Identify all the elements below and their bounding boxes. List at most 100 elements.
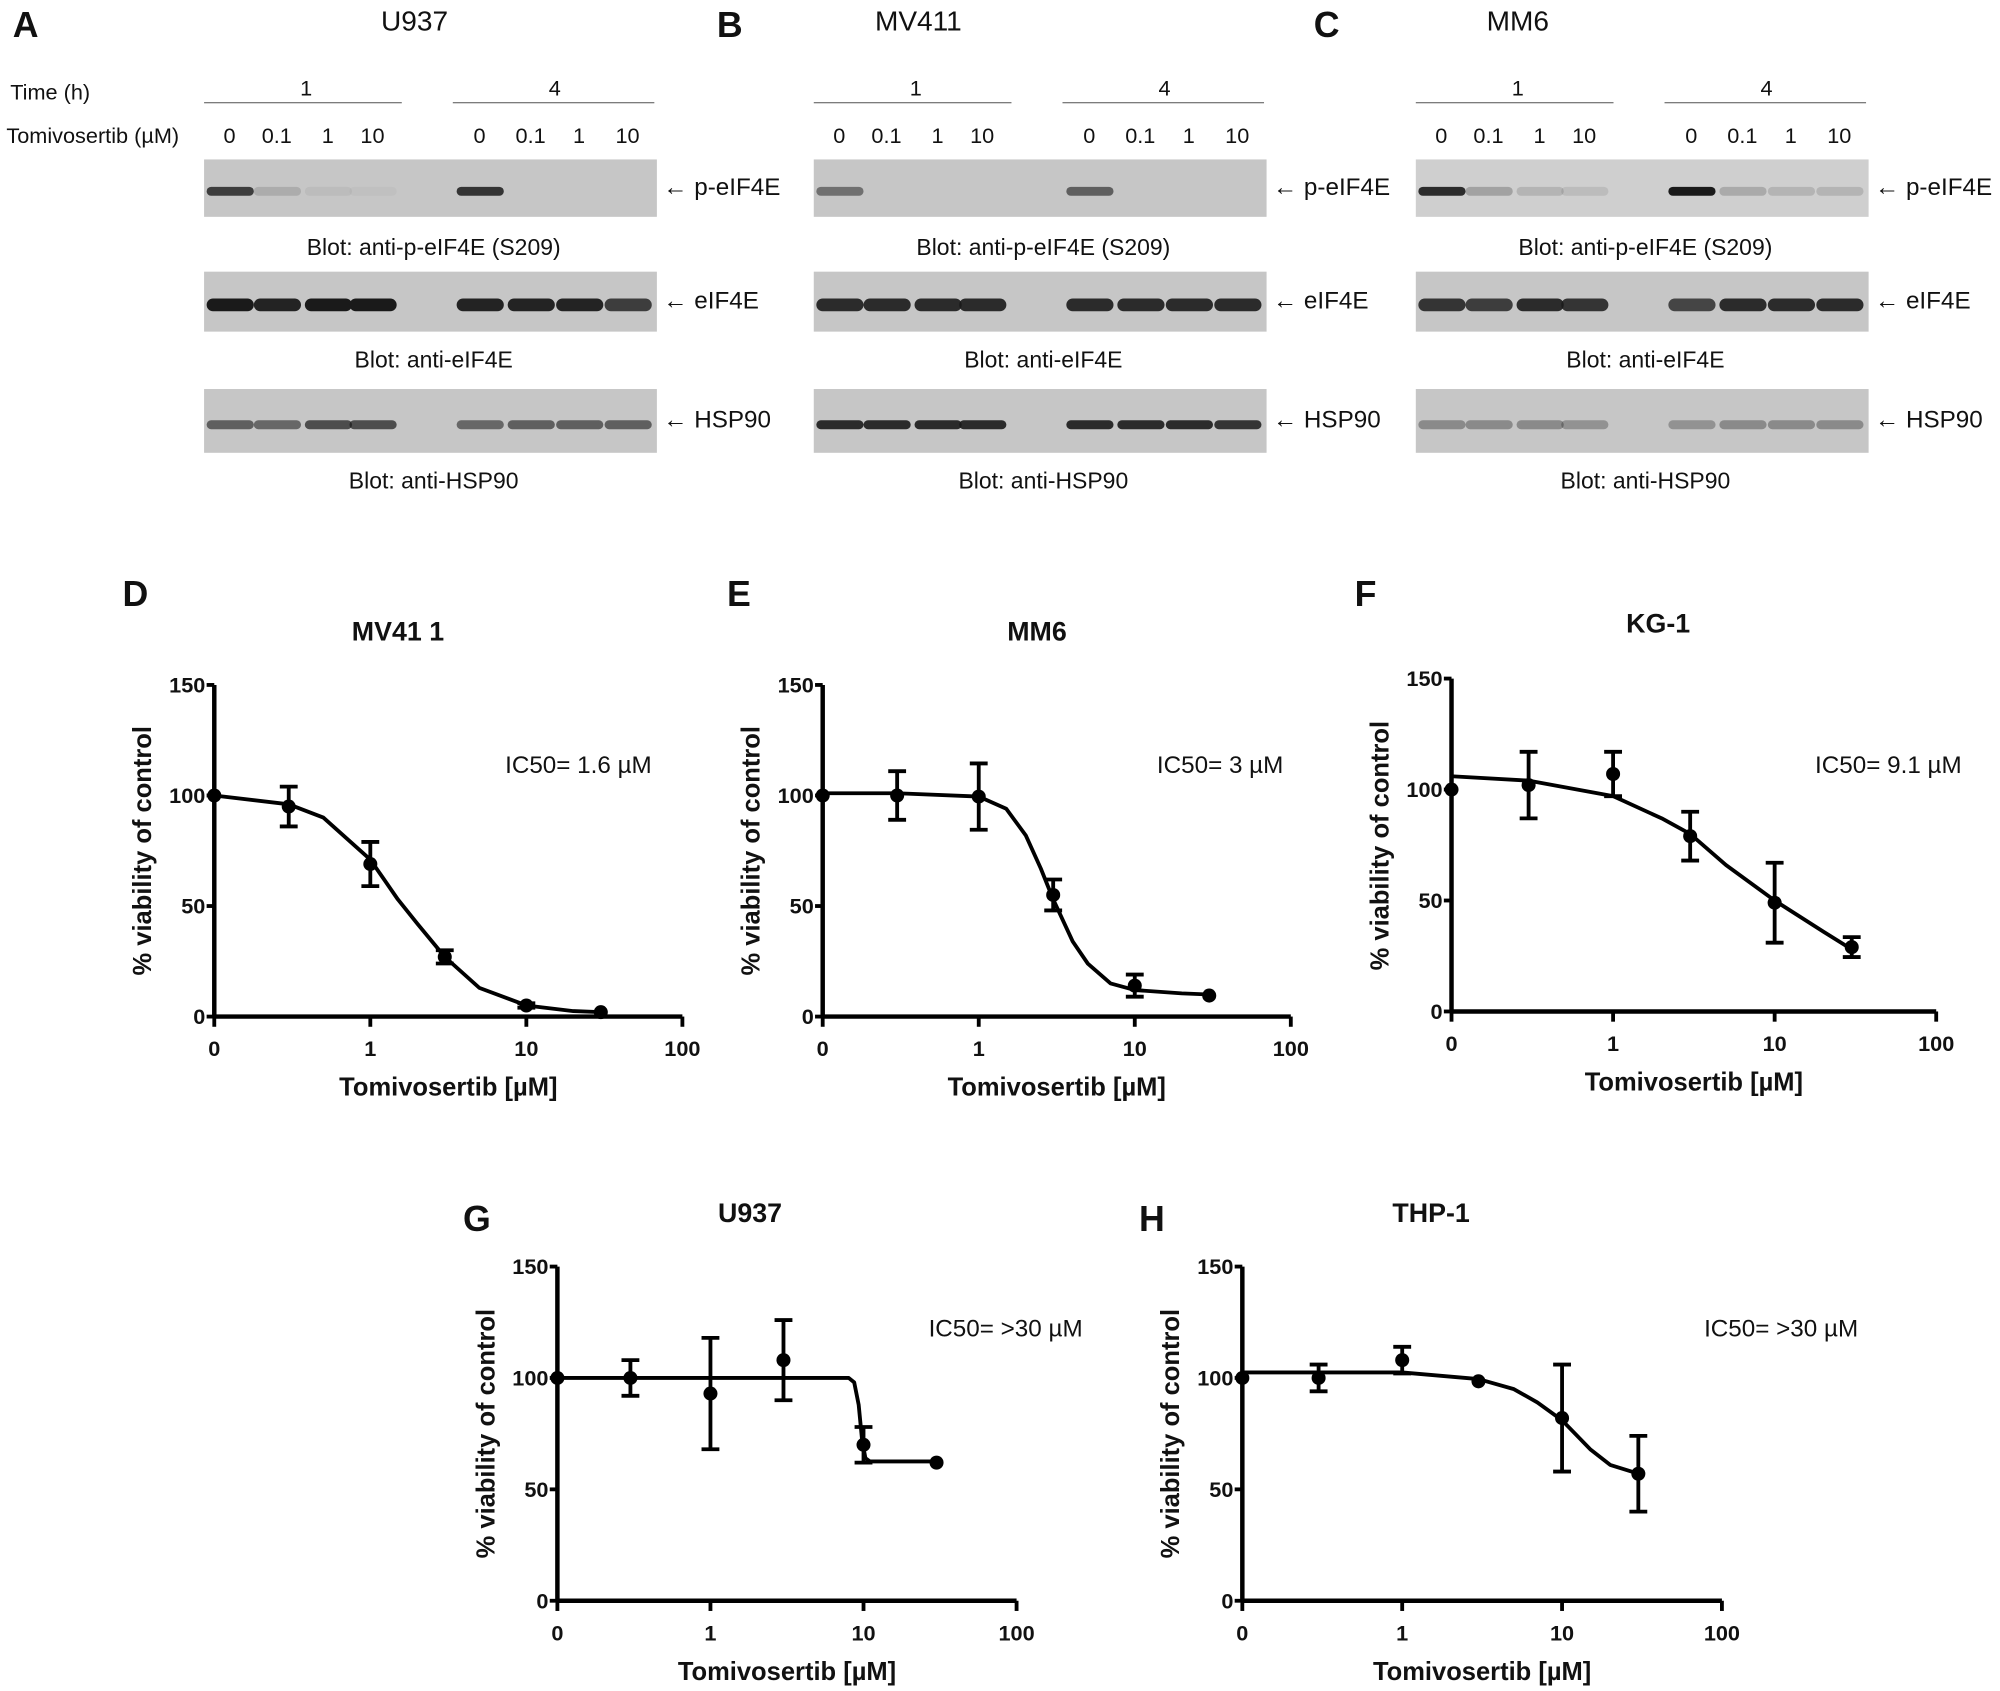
y-tick-label: 100 xyxy=(1197,1366,1233,1391)
band-label: ← eIF4E xyxy=(663,288,759,316)
blot-band xyxy=(1516,419,1564,429)
data-point xyxy=(890,788,905,803)
blot-band xyxy=(1465,186,1513,196)
blot-band xyxy=(1719,298,1767,312)
dose-row-label: Tomivosertib (µM) xyxy=(6,123,180,148)
dose-label: 1 xyxy=(321,123,334,148)
x-tick-label: 0 xyxy=(1445,1031,1457,1056)
western-blot-hsp90 xyxy=(813,389,1267,453)
y-tick-label: 100 xyxy=(169,783,205,808)
western-blot-eif4e xyxy=(204,271,657,332)
y-tick-label: 50 xyxy=(181,894,205,919)
dose-label: 10 xyxy=(970,123,995,148)
arrow-left-icon: ← xyxy=(663,287,688,315)
x-tick-label: 0 xyxy=(817,1036,829,1061)
blot-band xyxy=(1465,419,1513,429)
fit-curve xyxy=(214,793,601,1015)
data-point xyxy=(703,1386,718,1401)
blot-band xyxy=(604,419,652,429)
blot-band xyxy=(1214,298,1262,312)
blot-band xyxy=(304,419,353,429)
chart-title: THP-1 xyxy=(1392,1198,1470,1229)
y-tick-label: 100 xyxy=(512,1366,548,1391)
blot-band xyxy=(1465,298,1513,312)
time-label: 4 xyxy=(1158,76,1171,101)
data-point xyxy=(971,789,986,804)
dose-label: 10 xyxy=(1572,123,1597,148)
arrow-left-icon: ← xyxy=(1272,287,1298,315)
blot-caption: Blot: anti-eIF4E xyxy=(354,346,513,373)
blot-band xyxy=(349,298,397,312)
panel-letter-f: F xyxy=(1354,573,1377,614)
x-tick-label: 10 xyxy=(1763,1031,1787,1056)
y-tick-label: 50 xyxy=(524,1477,548,1502)
x-tick-label: 100 xyxy=(1918,1031,1954,1056)
blot-band xyxy=(507,298,555,312)
y-tick-label: 50 xyxy=(1209,1477,1233,1502)
dose-label: 0.1 xyxy=(261,123,292,148)
arrow-left-icon: ← xyxy=(1272,406,1298,434)
chart-title: KG-1 xyxy=(1626,609,1691,640)
y-tick-label: 150 xyxy=(778,673,814,698)
dose-label: 0.1 xyxy=(1473,123,1504,148)
x-tick-label: 10 xyxy=(514,1036,538,1061)
blot-band xyxy=(507,419,555,429)
data-point xyxy=(207,788,222,803)
time-group-line xyxy=(1664,102,1867,104)
blot-band xyxy=(959,298,1007,312)
blot-band xyxy=(863,298,911,312)
blot-band xyxy=(456,419,504,429)
time-label: 1 xyxy=(300,76,313,101)
blot-band xyxy=(1418,298,1466,312)
band-target-label: HSP90 xyxy=(1905,406,1983,434)
chart-g: 0 50 100 150 0 1 10 100 xyxy=(512,1254,1034,1645)
band-target-label: p-eIF4E xyxy=(694,174,781,201)
data-point xyxy=(593,1005,608,1020)
data-point xyxy=(815,788,830,803)
x-tick-label: 100 xyxy=(1273,1036,1309,1061)
y-tick-label: 0 xyxy=(1431,999,1443,1024)
blot-caption: Blot: anti-HSP90 xyxy=(348,468,519,494)
blot-band xyxy=(816,186,864,196)
blot-band xyxy=(1516,298,1564,312)
band-target-label: HSP90 xyxy=(694,406,772,434)
band-target-label: p-eIF4E xyxy=(1303,174,1391,201)
data-point xyxy=(1444,782,1459,797)
blot-band xyxy=(1165,298,1214,312)
blot-band xyxy=(253,186,302,196)
data-point xyxy=(856,1437,871,1452)
panel-letter-a: A xyxy=(12,5,39,45)
x-tick-label: 0 xyxy=(1236,1620,1248,1645)
ic50-annotation: IC50= >30 µM xyxy=(1704,1316,1859,1344)
chart-f: 0 50 100 150 0 1 10 100 xyxy=(1406,666,1954,1056)
blot-band xyxy=(253,419,302,429)
blot-band xyxy=(1561,186,1609,196)
blot-band xyxy=(1066,298,1114,312)
data-point xyxy=(1521,778,1536,793)
western-blot-eif4e xyxy=(1415,271,1869,332)
western-blot-p-eif4e xyxy=(204,159,657,217)
y-tick-label: 100 xyxy=(778,783,814,808)
arrow-left-icon: ← xyxy=(1874,406,1900,434)
blot-band xyxy=(604,298,652,312)
data-point xyxy=(1395,1353,1410,1368)
blot-band xyxy=(914,419,962,429)
x-tick-label: 100 xyxy=(1704,1620,1740,1645)
x-tick-label: 1 xyxy=(1607,1031,1619,1056)
data-point xyxy=(363,857,378,872)
blot-caption: Blot: anti-p-eIF4E (S209) xyxy=(1518,234,1773,261)
dose-label: 1 xyxy=(931,123,944,148)
data-point xyxy=(1767,895,1782,910)
chart-title: U937 xyxy=(717,1198,783,1229)
dose-label: 0 xyxy=(833,123,846,148)
y-tick-label: 50 xyxy=(1418,888,1442,913)
blot-caption: Blot: anti-HSP90 xyxy=(958,468,1129,494)
time-group-line xyxy=(452,102,655,104)
y-tick-label: 50 xyxy=(790,894,814,919)
panel-letter-c: C xyxy=(1313,5,1340,45)
data-point xyxy=(1683,829,1698,844)
time-label: 4 xyxy=(548,76,561,101)
blot-band xyxy=(1719,419,1767,429)
time-label: 1 xyxy=(1511,76,1524,101)
blot-band xyxy=(304,298,353,312)
